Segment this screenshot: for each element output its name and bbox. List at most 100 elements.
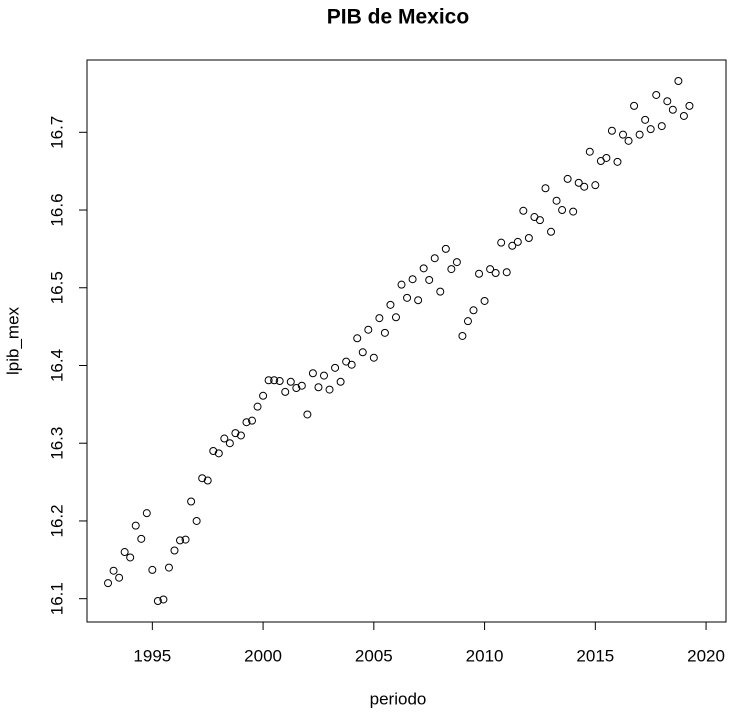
- point: [580, 182, 589, 191]
- point: [386, 300, 395, 309]
- point: [668, 105, 677, 114]
- point: [447, 265, 456, 274]
- y-tick-label: 16.7: [47, 116, 66, 149]
- point: [142, 509, 151, 518]
- point: [192, 516, 201, 525]
- point: [613, 157, 622, 166]
- point: [225, 439, 234, 448]
- point: [187, 497, 196, 506]
- point: [336, 377, 345, 386]
- point: [452, 258, 461, 267]
- y-tick-label: 16.4: [47, 349, 66, 382]
- point: [115, 573, 124, 582]
- point: [541, 184, 550, 193]
- point: [657, 122, 666, 131]
- point: [502, 268, 511, 277]
- point: [535, 216, 544, 225]
- point: [403, 293, 412, 302]
- point: [164, 563, 173, 572]
- point: [469, 306, 478, 315]
- point: [275, 377, 284, 386]
- point: [319, 371, 328, 380]
- point: [652, 90, 661, 99]
- point: [436, 287, 445, 296]
- x-tick-label: 1995: [133, 646, 171, 665]
- x-axis-label: periodo: [370, 689, 427, 708]
- point: [325, 385, 334, 394]
- point: [397, 280, 406, 289]
- point: [458, 331, 467, 340]
- point: [364, 325, 373, 334]
- x-tick-label: 2015: [576, 646, 614, 665]
- point: [198, 474, 207, 483]
- point: [414, 296, 423, 305]
- point: [148, 565, 157, 574]
- point: [547, 227, 556, 236]
- point: [126, 553, 135, 562]
- point: [131, 521, 140, 530]
- point: [552, 196, 561, 205]
- point: [231, 429, 240, 438]
- point: [270, 376, 279, 385]
- y-axis-label: lpib_mex: [3, 306, 22, 375]
- point: [259, 391, 268, 400]
- y-tick-label: 16.5: [47, 271, 66, 304]
- point: [159, 595, 168, 604]
- point: [353, 334, 362, 343]
- point: [524, 234, 533, 243]
- point: [591, 181, 600, 190]
- point: [486, 265, 495, 274]
- point: [281, 387, 290, 396]
- point: [508, 241, 517, 250]
- point: [463, 317, 472, 326]
- point: [630, 101, 639, 110]
- point: [314, 383, 323, 392]
- point: [176, 536, 185, 545]
- point: [441, 244, 450, 253]
- point: [513, 237, 522, 246]
- point: [674, 76, 683, 85]
- point: [641, 115, 650, 124]
- point: [519, 206, 528, 215]
- point: [558, 206, 567, 215]
- point: [286, 377, 295, 386]
- point: [663, 97, 672, 106]
- point: [120, 548, 129, 557]
- point: [203, 476, 212, 485]
- point: [153, 597, 162, 606]
- point: [109, 566, 118, 575]
- point: [679, 111, 688, 120]
- point: [303, 410, 312, 419]
- y-tick-label: 16.3: [47, 427, 66, 460]
- chart-title: PIB de Mexico: [327, 6, 469, 29]
- point: [297, 381, 306, 390]
- point: [646, 125, 655, 134]
- point: [220, 434, 229, 443]
- point: [380, 328, 389, 337]
- point: [358, 348, 367, 357]
- point: [375, 314, 384, 323]
- x-tick-label: 2000: [244, 646, 282, 665]
- point: [491, 268, 500, 277]
- point: [369, 353, 378, 362]
- point: [308, 369, 317, 378]
- y-tick-label: 16.1: [47, 582, 66, 615]
- point: [425, 275, 434, 284]
- point: [236, 431, 245, 440]
- point: [170, 546, 179, 555]
- point: [137, 534, 146, 543]
- point: [419, 264, 428, 273]
- x-tick-label: 2010: [466, 646, 504, 665]
- point: [253, 402, 262, 411]
- point: [574, 178, 583, 187]
- point: [607, 126, 616, 135]
- point: [104, 579, 113, 588]
- point: [624, 136, 633, 145]
- point: [292, 384, 301, 393]
- x-tick-label: 2005: [355, 646, 393, 665]
- point: [585, 147, 594, 156]
- point: [569, 207, 578, 216]
- point: [391, 313, 400, 322]
- point: [685, 101, 694, 110]
